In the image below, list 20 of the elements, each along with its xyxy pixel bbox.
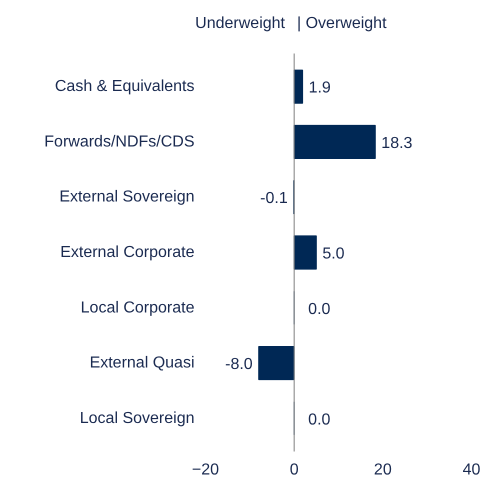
x-tick-label: 20 bbox=[374, 462, 392, 478]
x-tick-label: 0 bbox=[290, 462, 299, 478]
text: | Overweight bbox=[297, 14, 387, 34]
text: Underweight bbox=[195, 14, 285, 34]
data-label: 1.9 bbox=[308, 80, 331, 97]
data-label: 0.0 bbox=[308, 300, 331, 318]
y-tick-label: External Quasi bbox=[90, 354, 194, 372]
data-label: -0.1 bbox=[260, 190, 288, 208]
data-label: -8.0 bbox=[225, 356, 253, 374]
data-label: 0.0 bbox=[308, 411, 331, 428]
data-label: 5.0 bbox=[322, 246, 345, 262]
y-tick-label: Forwards/NDFs/CDS bbox=[44, 133, 194, 150]
data-label: 18.3 bbox=[381, 134, 413, 152]
y-tick-label: External Sovereign bbox=[59, 188, 194, 206]
y-tick-label: Local Sovereign bbox=[80, 410, 195, 427]
y-tick-label: External Corporate bbox=[60, 244, 195, 261]
y-tick-label: Local Corporate bbox=[80, 299, 195, 316]
x-tick-label: 40 bbox=[462, 462, 480, 478]
y-tick-label: Cash & Equivalents bbox=[54, 78, 195, 96]
x-tick-label: −20 bbox=[192, 462, 220, 478]
